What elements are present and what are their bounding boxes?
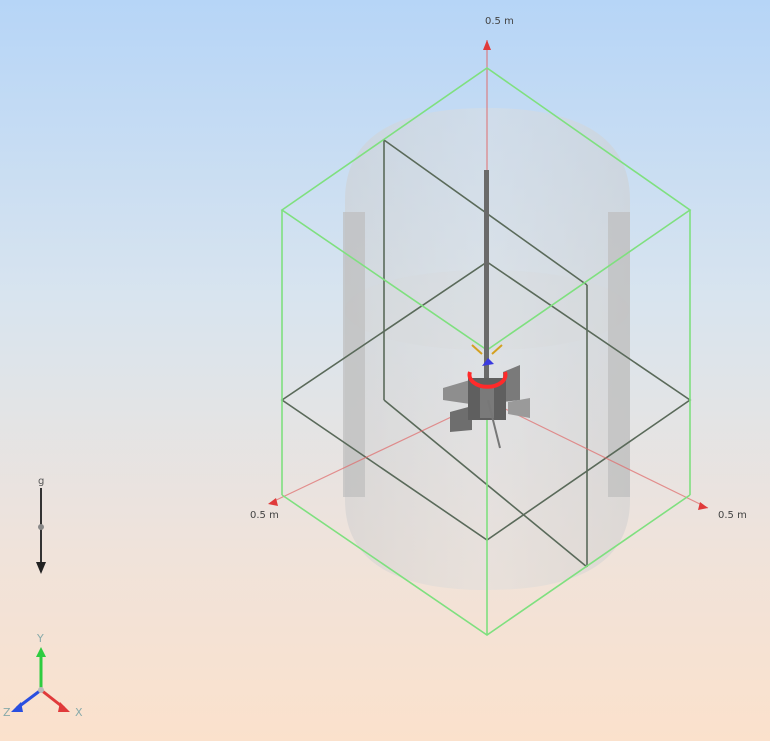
baffle-left[interactable] [343, 212, 365, 497]
gravity-indicator: g [36, 476, 46, 574]
axis-arrow-left [268, 498, 278, 506]
impeller[interactable] [443, 344, 530, 449]
triad-label-y: Y [36, 632, 44, 645]
baffle-right[interactable] [608, 212, 630, 497]
axis-label-left: 0.5 m [250, 510, 279, 521]
axis-label-right: 0.5 m [718, 510, 747, 521]
axis-arrow-right [698, 502, 708, 510]
gravity-label: g [38, 476, 44, 487]
right-axis-line [486, 399, 709, 509]
axis-arrow-top [483, 40, 491, 50]
orientation-triad: Y X Z [3, 632, 83, 719]
impeller-shaft[interactable] [484, 170, 489, 385]
triad-label-x: X [75, 706, 83, 719]
axis-label-top: 0.5 m [485, 16, 514, 27]
bounding-box [280, 67, 692, 636]
triad-label-z: Z [3, 706, 11, 719]
